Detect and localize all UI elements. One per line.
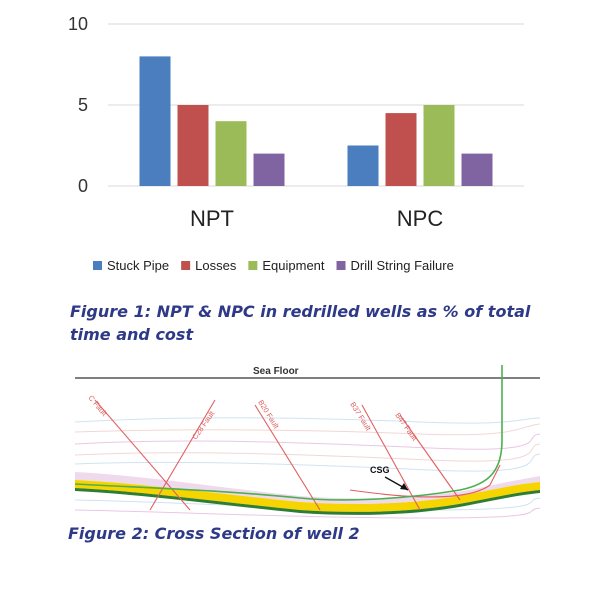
fault-label-b20: B20 Fault xyxy=(256,398,281,431)
legend-label: Stuck Pipe xyxy=(107,258,169,273)
fault-label-c: C Fault xyxy=(86,394,109,419)
reservoir-layer xyxy=(75,480,540,512)
legend-swatch xyxy=(336,261,346,270)
csg-label: CSG xyxy=(370,465,390,475)
figure1-caption: Figure 1: NPT & NPC in redrilled wells a… xyxy=(70,302,531,344)
fault-label-c28: C28 Fault xyxy=(190,409,217,442)
y-tick-label: 0 xyxy=(78,176,88,196)
legend-label: Equipment xyxy=(262,258,325,273)
legend-swatch xyxy=(93,261,102,270)
legend-swatch xyxy=(181,261,191,270)
figure2-caption: Figure 2: Cross Section of well 2 xyxy=(68,524,360,543)
cross-section-diagram: Sea Floor C Fault C28 Fault B20 Fault B3… xyxy=(74,365,541,519)
bar xyxy=(423,105,455,186)
well-path xyxy=(74,365,503,501)
sea-floor-label: Sea Floor xyxy=(253,366,299,377)
y-tick-label: 5 xyxy=(78,95,88,115)
bar xyxy=(385,113,417,186)
bar xyxy=(347,145,379,186)
bar xyxy=(139,56,171,187)
bar-chart: 0 5 10 NPT NPC Stuck Pipe Losses Equipment Dri… xyxy=(68,14,524,273)
bar xyxy=(461,153,493,186)
bar xyxy=(177,105,209,186)
csg-arrow-head xyxy=(400,483,408,490)
legend-swatch xyxy=(248,261,258,270)
legend-label: Drill String Failure xyxy=(351,258,454,273)
bar xyxy=(253,153,285,186)
reservoir-layer-top xyxy=(75,472,540,504)
x-category-label: NPC xyxy=(397,206,444,231)
x-category-label: NPT xyxy=(190,206,234,231)
legend-label: Losses xyxy=(195,258,237,273)
fault-lines xyxy=(94,399,501,511)
y-tick-label: 10 xyxy=(68,14,88,34)
fault-label-b37: B37 Fault xyxy=(348,400,373,433)
strata-lines xyxy=(74,417,541,519)
fault-label-b47: B47 Fault xyxy=(393,411,419,443)
bar xyxy=(215,121,247,186)
